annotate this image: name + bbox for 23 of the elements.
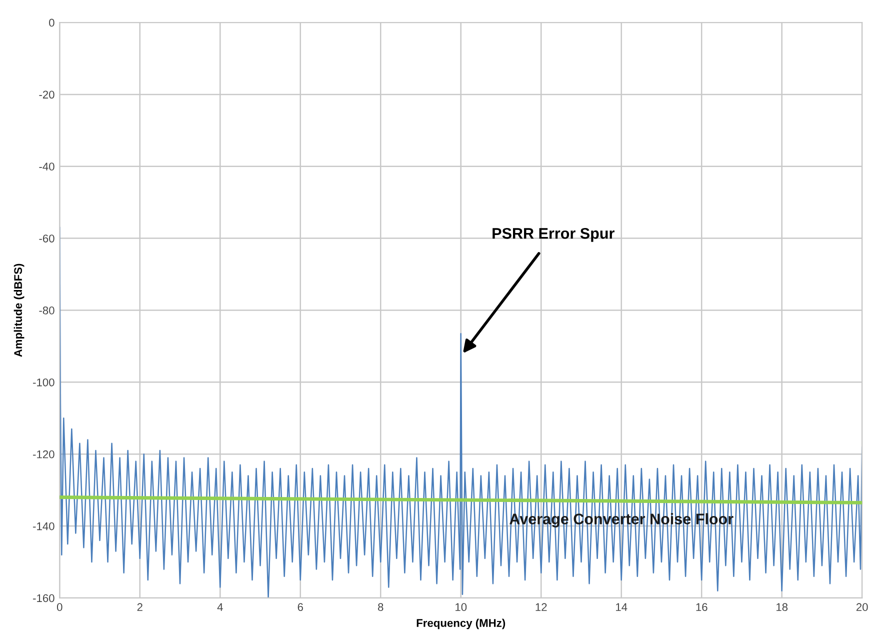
x-tick-label: 16 [696, 603, 708, 612]
x-tick-label: 6 [298, 603, 303, 612]
y-tick-label: -120 [33, 450, 54, 458]
x-tick-label: 20 [856, 603, 868, 612]
y-tick-label: 0 [49, 18, 54, 27]
x-tick-label: 14 [616, 603, 628, 611]
x-tick-label: 12 [536, 603, 547, 611]
y-tick-label: -40 [39, 162, 54, 171]
y-tick-label: -80 [39, 306, 54, 314]
y-axis-title: Amplitude (dBFS) [14, 264, 24, 357]
x-tick-label: 18 [776, 603, 788, 612]
y-tick-label: -20 [39, 90, 54, 99]
x-tick-label: 10 [456, 603, 467, 612]
annotation: PSRR Error Spur [492, 228, 614, 242]
x-tick-label: 0 [56, 603, 62, 612]
y-tick-label: -100 [33, 378, 54, 386]
x-tick-label: 8 [378, 603, 384, 612]
x-axis-title: Frequency (MHz) [416, 618, 506, 630]
y-tick-label: -160 [33, 594, 54, 602]
y-tick-label: -140 [33, 522, 54, 530]
x-tick-label: 4 [217, 603, 223, 611]
y-tick-label: -60 [39, 234, 54, 242]
x-tick-label: 2 [137, 603, 142, 611]
